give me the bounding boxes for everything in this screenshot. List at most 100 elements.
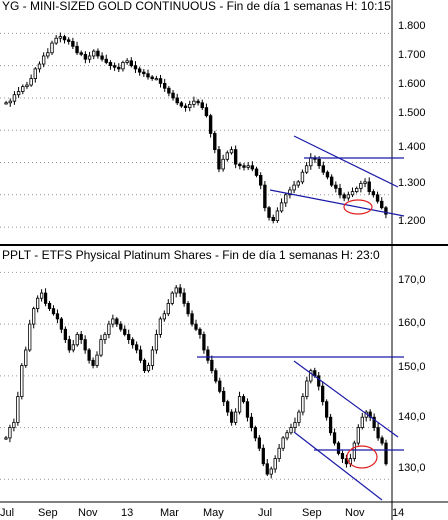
bottom-candle-body bbox=[376, 427, 380, 439]
top-candle-body bbox=[121, 62, 125, 70]
top-candle bbox=[71, 37, 75, 49]
bottom-candle bbox=[87, 348, 91, 364]
top-candle-body bbox=[67, 39, 71, 42]
bottom-candle-body bbox=[55, 313, 60, 320]
top-candle bbox=[62, 34, 67, 44]
bottom-candle-body bbox=[162, 313, 166, 320]
bottom-candle-body bbox=[206, 349, 210, 361]
top-candle bbox=[304, 162, 309, 175]
top-candle-body bbox=[329, 176, 334, 186]
bottom-candle bbox=[222, 387, 226, 406]
bottom-candle-body bbox=[87, 349, 91, 361]
top-candle-body bbox=[254, 168, 259, 176]
bottom-candle bbox=[178, 284, 182, 297]
top-candle-body bbox=[233, 149, 238, 165]
top-candle-body bbox=[309, 157, 313, 167]
xtick-0: Jul bbox=[0, 507, 14, 519]
top-candle-body bbox=[75, 45, 79, 54]
bottom-candle-body bbox=[150, 349, 155, 366]
bottom-candle bbox=[218, 377, 222, 394]
bottom-candle-body bbox=[103, 334, 107, 341]
top-candle-body bbox=[4, 102, 8, 105]
bottom-candle-body bbox=[301, 396, 305, 413]
top-candle-body bbox=[129, 60, 133, 67]
bottom-candle bbox=[194, 319, 198, 332]
bottom-candle bbox=[297, 409, 301, 427]
bottom-candle-body bbox=[360, 416, 364, 428]
top-candle-body bbox=[87, 55, 92, 60]
top-candle bbox=[325, 170, 330, 180]
top-candle bbox=[334, 181, 338, 193]
bottom-candle-body bbox=[186, 302, 190, 315]
top-candle bbox=[150, 75, 154, 81]
bottom-candle-body bbox=[218, 380, 222, 392]
top-candle bbox=[137, 66, 142, 76]
top-candle-body bbox=[325, 171, 330, 178]
top-candle bbox=[146, 69, 150, 80]
top-candle-body bbox=[221, 158, 225, 170]
bottom-candle bbox=[360, 412, 364, 430]
top-candle-body bbox=[296, 181, 300, 186]
top-candle-body bbox=[192, 100, 196, 105]
top-candle-body bbox=[100, 55, 104, 60]
top-candle bbox=[41, 52, 46, 68]
bottom-candle-body bbox=[111, 318, 115, 325]
bottom-candle-body bbox=[178, 287, 182, 294]
top-candle bbox=[279, 198, 284, 213]
bottom-candle-body bbox=[281, 437, 285, 449]
top-candle-body bbox=[92, 50, 96, 57]
top-candle-body bbox=[275, 210, 280, 222]
bottom-candle-body bbox=[127, 334, 131, 341]
bottom-candle-body bbox=[352, 442, 356, 460]
top-candle bbox=[50, 40, 54, 56]
top-candle bbox=[292, 181, 296, 194]
bottom-candle-body bbox=[63, 328, 67, 341]
bottom-candle-body bbox=[265, 463, 269, 475]
bottom-candle bbox=[32, 306, 36, 329]
top-candle-body bbox=[284, 194, 288, 204]
top-ytick-6: 1.200 bbox=[398, 215, 426, 227]
bottom-candle bbox=[317, 372, 321, 391]
top-candle bbox=[296, 180, 300, 188]
bottom-candle-body bbox=[43, 292, 48, 304]
top-candle-body bbox=[33, 68, 37, 79]
bottom-candle-body bbox=[182, 292, 186, 304]
bottom-candle bbox=[230, 409, 234, 426]
bottom-candle bbox=[174, 285, 178, 298]
top-candle bbox=[163, 78, 167, 92]
bottom-candle bbox=[190, 310, 194, 327]
bottom-candle bbox=[186, 301, 190, 317]
top-candle-body bbox=[321, 165, 325, 173]
bottom-candle-body bbox=[32, 308, 36, 325]
top-candle-body bbox=[117, 66, 121, 70]
top-candle-body bbox=[150, 76, 154, 79]
top-candle-body bbox=[288, 189, 292, 196]
top-candle-body bbox=[37, 63, 42, 70]
top-candle bbox=[375, 191, 380, 204]
bottom-candle bbox=[79, 331, 83, 344]
bottom-candle bbox=[111, 314, 115, 328]
top-candle bbox=[54, 35, 58, 45]
bottom-candle-body bbox=[332, 432, 337, 444]
top-candle bbox=[183, 103, 188, 112]
bottom-candle bbox=[16, 391, 20, 426]
top-candle bbox=[271, 214, 275, 224]
top-candle-body bbox=[263, 184, 267, 209]
xaxis-ticks: Jul Sep Nov 13 Mar May Jul Sep Nov 14 bbox=[0, 507, 404, 519]
top-candle bbox=[371, 189, 376, 198]
bottom-candle bbox=[12, 418, 16, 432]
bottom-candle-body bbox=[305, 380, 309, 397]
bottom-ytick-0: 170,0 bbox=[398, 274, 426, 286]
top-candle-body bbox=[62, 36, 67, 41]
top-candle bbox=[83, 51, 88, 64]
top-candle bbox=[217, 145, 221, 173]
bottom-candle-body bbox=[134, 344, 139, 351]
top-candle bbox=[355, 186, 359, 194]
bottom-candle-body bbox=[241, 396, 246, 403]
top-candle bbox=[288, 186, 292, 199]
bottom-candle-body bbox=[309, 370, 313, 382]
bottom-highlight-circle bbox=[346, 445, 378, 469]
top-candle bbox=[16, 86, 21, 98]
bottom-candle bbox=[83, 335, 87, 354]
top-candle-body bbox=[142, 71, 146, 75]
